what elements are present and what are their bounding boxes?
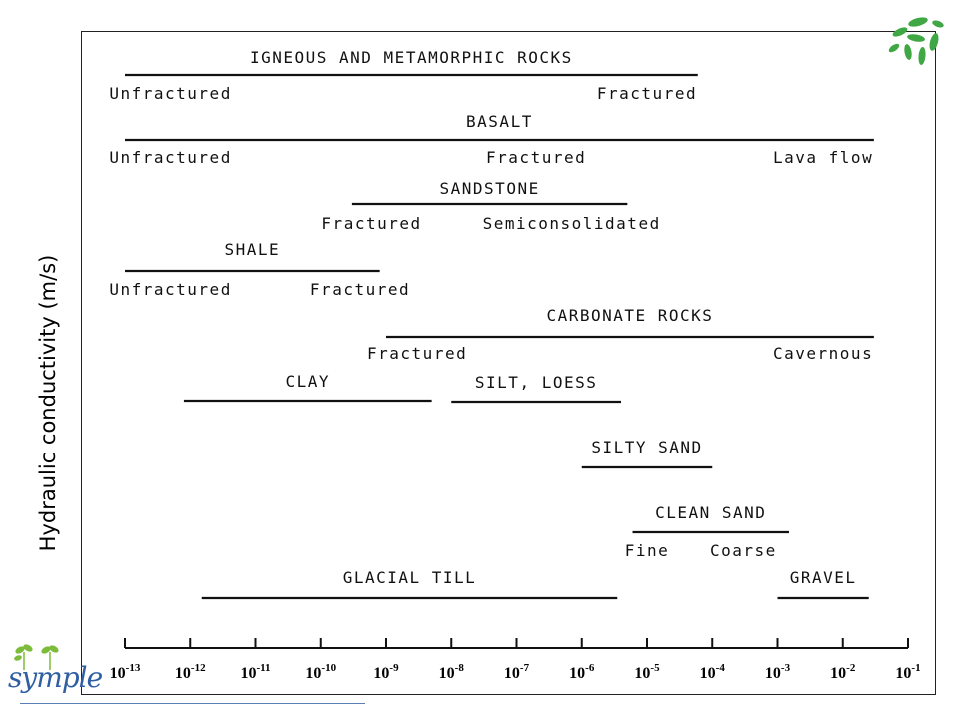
series-silty-sand: SILTY SAND [581, 438, 713, 469]
series-sublabel: Lava flow [773, 148, 873, 167]
series-clay: CLAY [183, 372, 432, 403]
sprout-logo-icon [14, 644, 59, 670]
leaf-logo-icon [888, 17, 944, 65]
brand-underline [20, 703, 365, 704]
x-tick-label: 10-3 [765, 662, 791, 682]
series-sublabel: Fractured [367, 344, 467, 363]
series-sublabel: Fine [625, 541, 670, 560]
series-label: SANDSTONE [440, 179, 540, 198]
series-glacial-till: GLACIAL TILL [201, 568, 618, 600]
series-silt-loess: SILT, LOESS [451, 373, 622, 404]
series-label: SHALE [225, 240, 281, 259]
x-tick-label: 10-5 [634, 662, 660, 682]
series-sublabel: Unfractured [109, 280, 231, 299]
series-shale: SHALE Unfractured Fractured [109, 240, 410, 299]
x-tick-label: 10-12 [175, 662, 206, 682]
series-basalt: BASALT Unfractured Fractured Lava flow [109, 112, 874, 167]
x-axis: 10-13 10-12 10-11 10-10 10-9 10-8 10-7 10-6 10-5… [110, 638, 921, 682]
x-tick-label: 10-2 [830, 662, 856, 682]
series-sublabel: Semiconsolidated [483, 214, 661, 233]
x-tick-label: 10-7 [504, 662, 530, 682]
x-tick-label: 10-1 [895, 662, 920, 682]
series-label: IGNEOUS AND METAMORPHIC ROCKS [250, 48, 573, 67]
series-sublabel: Unfractured [109, 84, 231, 103]
series-igneous-and-metamorphic-rocks: IGNEOUS AND METAMORPHIC ROCKS Unfractured… [109, 48, 698, 103]
x-tick-label: 10-10 [305, 662, 336, 682]
series-sublabel: Coarse [710, 541, 777, 560]
series-sandstone: SANDSTONE Fractured Semiconsolidated [321, 179, 661, 233]
series-label: GLACIAL TILL [343, 568, 477, 587]
range-bars: IGNEOUS AND METAMORPHIC ROCKS Unfractured… [109, 48, 874, 600]
series-sublabel: Cavernous [773, 344, 873, 363]
series-label: CLEAN SAND [655, 503, 766, 522]
series-label: CLAY [286, 372, 331, 391]
series-label: CARBONATE ROCKS [546, 306, 713, 325]
series-sublabel: Fractured [597, 84, 697, 103]
series-clean-sand: CLEAN SAND Fine Coarse [625, 503, 789, 560]
x-tick-label: 10-13 [110, 662, 141, 682]
x-tick-label: 10-6 [569, 662, 595, 682]
brand-wordmark: symple [8, 661, 103, 694]
series-carbonate-rocks: CARBONATE ROCKS Fractured Cavernous [367, 306, 874, 363]
x-tick-label: 10-11 [240, 662, 270, 682]
series-label: GRAVEL [790, 568, 857, 587]
series-sublabel: Fractured [310, 280, 410, 299]
series-gravel: GRAVEL [777, 568, 869, 600]
x-tick-label: 10-4 [700, 662, 726, 682]
series-label: SILTY SAND [591, 438, 702, 457]
series-sublabel: Unfractured [109, 148, 231, 167]
series-sublabel: Fractured [321, 214, 421, 233]
series-sublabel: Fractured [486, 148, 586, 167]
x-tick-label: 10-9 [373, 662, 399, 682]
chart-frame [81, 31, 936, 695]
series-label: SILT, LOESS [475, 373, 597, 392]
x-tick-label: 10-8 [439, 662, 465, 682]
series-label: BASALT [466, 112, 533, 131]
